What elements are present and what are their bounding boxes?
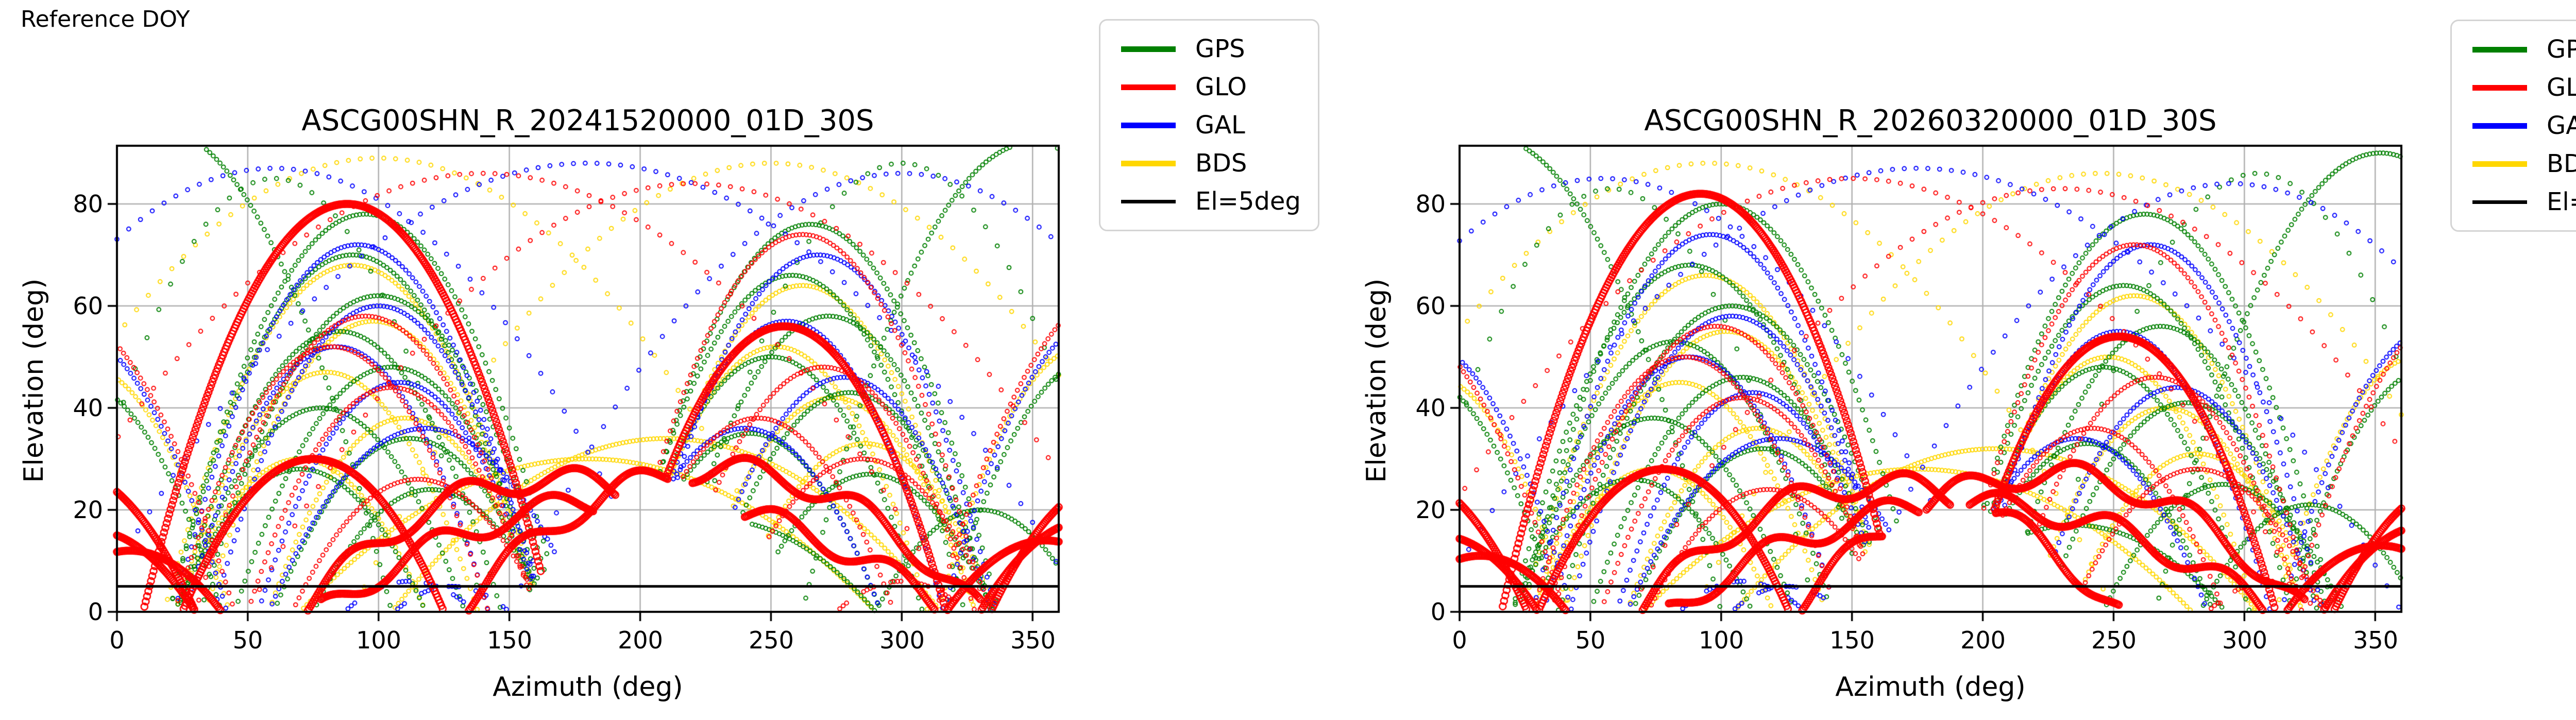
- y-tick-label: 20: [73, 496, 103, 524]
- y-tick-label: 60: [73, 292, 103, 320]
- glo-line-swatch: [2472, 84, 2527, 91]
- legend-entry-glo: GLO: [2472, 74, 2576, 101]
- x-tick-label: 250: [749, 626, 794, 654]
- elevation-cutoff-line-swatch: [1121, 199, 1176, 203]
- legend-label: GPS: [1195, 35, 1245, 63]
- y-tick-label: 80: [73, 190, 103, 218]
- legend-entry-gal: GAL: [2472, 112, 2576, 139]
- legend-entry-gal: GAL: [1121, 112, 1318, 139]
- x-tick-label: 350: [2353, 626, 2398, 654]
- legend-label: GLO: [1195, 73, 1247, 101]
- x-axis-label-left: Azimuth (deg): [493, 672, 683, 702]
- legend-label: BDS: [1195, 149, 1247, 178]
- gps-line-swatch: [1121, 46, 1176, 52]
- gps-line-swatch: [2472, 46, 2527, 53]
- y-tick-label: 40: [73, 394, 103, 422]
- x-tick-label: 150: [1829, 626, 1875, 654]
- elevation-cutoff-line-swatch: [2472, 200, 2527, 204]
- legend-label: BDS: [2547, 149, 2576, 178]
- x-tick-label: 100: [356, 626, 401, 654]
- legend-left: GPS GLO GAL BDS El=5deg: [1099, 19, 1319, 231]
- gal-line-swatch: [1121, 122, 1176, 128]
- x-tick-label: 300: [879, 626, 925, 654]
- y-tick-label: 80: [1415, 190, 1446, 218]
- x-tick-label: 100: [1699, 626, 1744, 654]
- legend-label: El=5deg: [1195, 187, 1301, 216]
- y-tick-label: 0: [1430, 598, 1446, 626]
- sky-tracks-canvas-right: [1347, 0, 2576, 720]
- legend-entry-el5: El=5deg: [2472, 188, 2576, 215]
- y-tick-label: 60: [1415, 292, 1446, 320]
- y-tick-label: 0: [88, 598, 103, 626]
- x-tick-label: 150: [487, 626, 532, 654]
- y-tick-label: 20: [1415, 496, 1446, 524]
- legend-entry-bds: BDS: [1121, 150, 1318, 177]
- legend-entry-gps: GPS: [2472, 36, 2576, 63]
- x-tick-label: 50: [232, 626, 263, 654]
- y-tick-label: 40: [1415, 394, 1446, 422]
- legend-entry-gps: GPS: [1121, 36, 1318, 62]
- legend-label: GPS: [2547, 35, 2576, 64]
- x-tick-label: 50: [1575, 626, 1606, 654]
- x-tick-label: 200: [618, 626, 663, 654]
- glo-line-swatch: [1121, 84, 1176, 90]
- bds-line-swatch: [2472, 161, 2527, 167]
- legend-label: GLO: [2547, 73, 2576, 102]
- legend-entry-glo: GLO: [1121, 74, 1318, 100]
- x-tick-label: 250: [2091, 626, 2137, 654]
- legend-label: El=5deg: [2547, 187, 2576, 216]
- legend-right: GPS GLO GAL BDS El=5deg: [2450, 20, 2576, 232]
- x-tick-label: 300: [2222, 626, 2267, 654]
- x-tick-label: 0: [1452, 626, 1467, 654]
- x-tick-label: 200: [1960, 626, 2006, 654]
- legend-entry-bds: BDS: [2472, 150, 2576, 177]
- reference-doy-annotation: Reference DOY: [21, 6, 190, 32]
- plot-title-left: ASCG00SHN_R_20241520000_01D_30S: [301, 104, 874, 138]
- bds-line-swatch: [1121, 160, 1176, 166]
- x-axis-label-right: Azimuth (deg): [1835, 672, 2026, 702]
- x-tick-label: 350: [1010, 626, 1056, 654]
- y-axis-label-right: Elevation (deg): [1361, 278, 1392, 483]
- gal-line-swatch: [2472, 123, 2527, 129]
- legend-label: GAL: [1195, 111, 1245, 140]
- y-axis-label-left: Elevation (deg): [19, 278, 49, 483]
- legend-label: GAL: [2547, 111, 2576, 140]
- plot-title-right: ASCG00SHN_R_20260320000_01D_30S: [1644, 104, 2217, 138]
- x-tick-label: 0: [109, 626, 125, 654]
- legend-entry-el5: El=5deg: [1121, 188, 1318, 215]
